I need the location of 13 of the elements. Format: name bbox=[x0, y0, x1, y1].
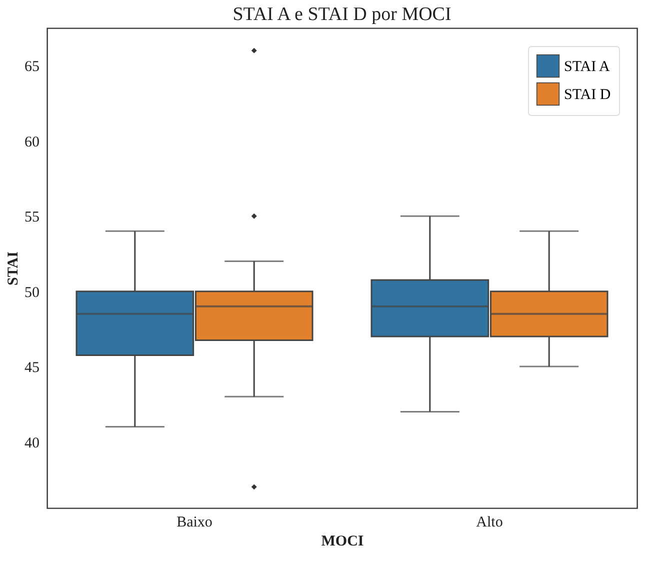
x-tick-label: Alto bbox=[476, 514, 503, 530]
y-tick-label: 60 bbox=[24, 134, 40, 150]
y-tick-label: 65 bbox=[24, 59, 40, 76]
y-tick-label: 55 bbox=[24, 210, 40, 226]
y-axis-title: STAI bbox=[6, 251, 22, 286]
legend-label: STAI D bbox=[564, 87, 611, 103]
x-axis-title: MOCI bbox=[321, 534, 364, 550]
x-tick-label: Baixo bbox=[176, 514, 212, 530]
y-tick-label: 40 bbox=[24, 435, 40, 452]
legend-label: STAI A bbox=[564, 59, 610, 75]
y-tick-label: 50 bbox=[24, 284, 40, 301]
y-tick-label: 45 bbox=[24, 360, 40, 376]
chart-title: STAI A e STAI D por MOCI bbox=[232, 4, 452, 25]
